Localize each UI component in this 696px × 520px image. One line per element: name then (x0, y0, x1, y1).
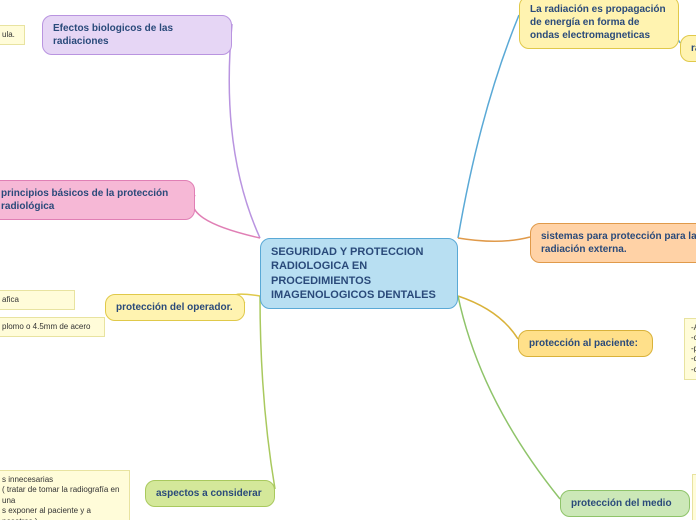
mindmap-canvas: SEGURIDAD Y PROTECCION RADIOLOGICA EN PR… (0, 0, 696, 520)
note-efectos: ula. (0, 25, 25, 45)
node-radiac-sub: radiac (680, 35, 696, 62)
note-operador2: plomo o 4.5mm de acero (0, 317, 105, 337)
node-principios: principios básicos de la protección radi… (0, 180, 195, 220)
note-medio: -la protección radiológica del publ tien… (692, 474, 696, 520)
note-aspectos: s innecesarias ( tratar de tomar la radi… (0, 470, 130, 520)
node-radiacion-def: La radiación es propagación de energía e… (519, 0, 679, 49)
node-medio: protección del medio (560, 490, 690, 517)
node-operador: protección del operador. (105, 294, 245, 321)
node-efectos: Efectos biologicos de las radiaciones (42, 15, 232, 55)
node-aspectos: aspectos a considerar (145, 480, 275, 507)
note-paciente: -Ambo -chaleco plo -protector ti -dosíme… (684, 318, 696, 380)
node-central: SEGURIDAD Y PROTECCION RADIOLOGICA EN PR… (260, 238, 458, 309)
node-sistemas: sistemas para protección para la radiaci… (530, 223, 696, 263)
note-operador1: afica (0, 290, 75, 310)
node-paciente: protección al paciente: (518, 330, 653, 357)
